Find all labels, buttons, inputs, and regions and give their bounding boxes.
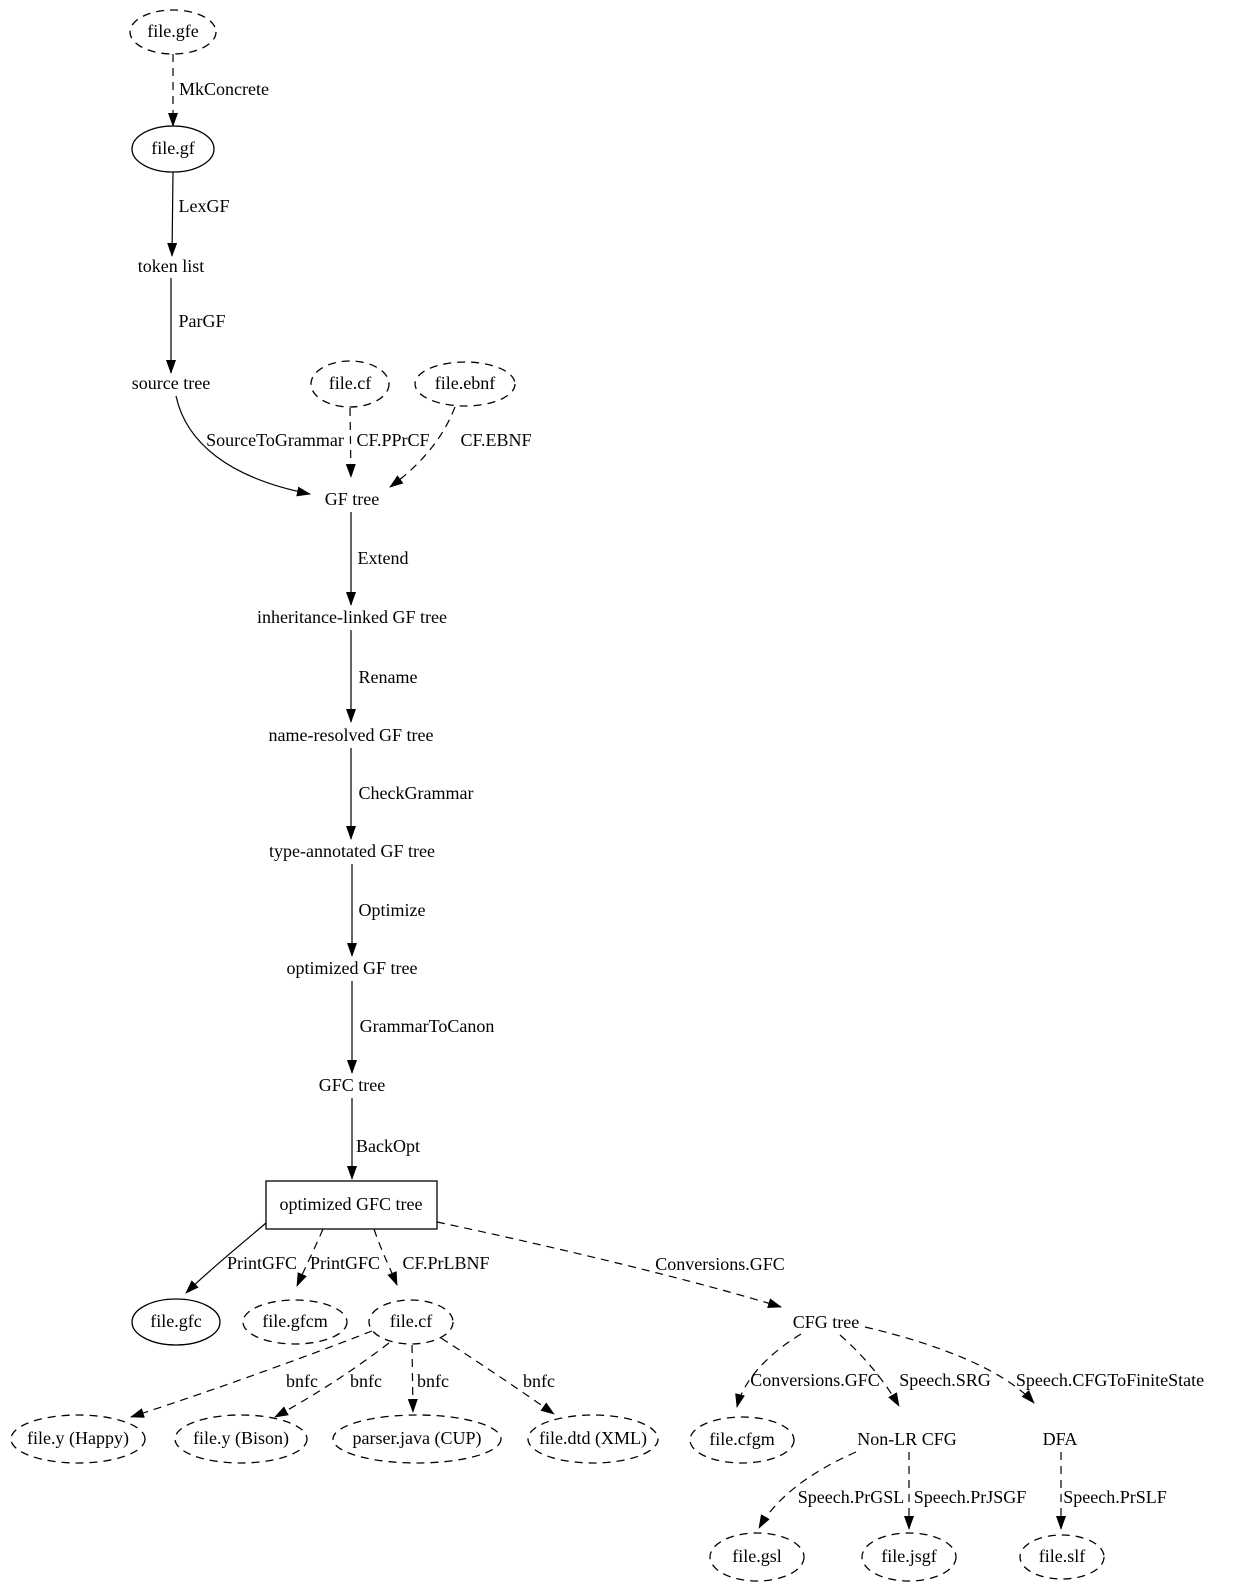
edge-file-gf-to-token-list — [167, 171, 178, 257]
edge-label-cf-ebnf: CF.EBNF — [460, 430, 532, 451]
edge-label-printgfc-2: PrintGFC — [309, 1253, 381, 1274]
node-token-list: token list — [137, 256, 205, 277]
node-gfc-tree: GFC tree — [318, 1075, 386, 1096]
node-file-slf: file.slf — [1038, 1546, 1086, 1567]
edge-box-to-file-cf-bottom — [373, 1228, 398, 1286]
node-file-gsl: file.gsl — [732, 1546, 782, 1567]
node-parser-java-cup: parser.java (CUP) — [352, 1428, 482, 1449]
edge-label-bnfc-3: bnfc — [417, 1371, 449, 1392]
edge-file-cf-top-to-gf-tree — [345, 407, 356, 478]
edge-cfg-tree-to-dfa — [864, 1326, 1035, 1404]
node-shape-file-y-happy — [10, 1414, 146, 1464]
node-shape-file-cf-top — [310, 360, 390, 408]
edge-label-speech-prgsl: Speech.PrGSL — [797, 1487, 905, 1508]
node-file-dtd-xml: file.dtd (XML) — [539, 1428, 647, 1449]
edge-file-cf-to-parser-java-cup — [407, 1344, 418, 1413]
edge-label-speech-prjsgf: Speech.PrJSGF — [913, 1487, 1027, 1508]
edge-label-cf-prlbnf: CF.PrLBNF — [402, 1253, 490, 1274]
node-shape-file-gfcm — [242, 1299, 348, 1345]
edge-label-sourcetogrammar: SourceToGrammar — [206, 430, 344, 451]
edge-label-checkgrammar: CheckGrammar — [358, 783, 474, 804]
edge-label-rename: Rename — [358, 667, 418, 688]
node-shape-file-dtd-xml — [527, 1414, 659, 1464]
edge-label-mkconcrete: MkConcrete — [179, 79, 269, 100]
edge-cfg-tree-to-non-lr-cfg — [839, 1334, 900, 1407]
node-shape-file-cf-bottom — [368, 1299, 454, 1345]
node-shape-file-jsgf — [861, 1532, 957, 1582]
edge-label-bnfc-2: bnfc — [350, 1371, 382, 1392]
edge-label-grammartocanon: GrammarToCanon — [359, 1016, 495, 1037]
node-name-resolved-gf-tree: name-resolved GF tree — [268, 725, 434, 746]
edge-label-bnfc-1: bnfc — [286, 1371, 318, 1392]
edge-source-tree-to-gf-tree — [175, 395, 311, 497]
edge-label-bnfc-4: bnfc — [523, 1371, 555, 1392]
node-file-gfc: file.gfc — [150, 1311, 202, 1332]
node-type-annotated-gf-tree: type-annotated GF tree — [269, 841, 435, 862]
node-cfg-tree: CFG tree — [792, 1312, 860, 1333]
node-non-lr-cfg: Non-LR CFG — [857, 1429, 957, 1450]
edge-label-speech-srg: Speech.SRG — [899, 1370, 991, 1391]
node-file-cf-bottom: file.cf — [389, 1311, 433, 1332]
node-file-cfgm: file.cfgm — [709, 1429, 775, 1450]
node-file-gfcm: file.gfcm — [262, 1311, 328, 1332]
node-shape-file-cfgm — [689, 1416, 795, 1464]
node-file-cf-top: file.cf — [328, 373, 372, 394]
edge-label-conversions-gfc-1: Conversions.GFC — [655, 1254, 785, 1275]
node-inheritance-linked-gf-tree: inheritance-linked GF tree — [257, 607, 447, 628]
node-shape-file-slf — [1019, 1534, 1105, 1580]
edge-label-conversions-gfc-2: Conversions.GFC — [750, 1370, 880, 1391]
node-dfa: DFA — [1042, 1429, 1078, 1450]
node-shape-file-y-bison — [174, 1414, 308, 1464]
edge-file-cf-to-file-dtd-xml — [440, 1337, 555, 1415]
edge-label-cf-pprcf: CF.PPrCF — [356, 430, 430, 451]
edge-label-speech-cfgtofinitestate: Speech.CFGToFiniteState — [1015, 1370, 1205, 1391]
node-file-y-happy: file.y (Happy) — [27, 1428, 129, 1449]
edge-label-printgfc-1: PrintGFC — [226, 1253, 298, 1274]
node-shape-optimized-gfc-tree — [265, 1180, 438, 1230]
edge-file-cf-to-file-y-happy — [130, 1330, 373, 1418]
node-shape-file-gfe — [129, 9, 217, 55]
edge-label-backopt: BackOpt — [356, 1136, 420, 1157]
edge-box-to-file-gfc — [185, 1222, 267, 1294]
edge-box-to-file-gfcm — [296, 1228, 324, 1287]
edge-label-pargf: ParGF — [178, 311, 226, 332]
node-source-tree: source tree — [131, 373, 211, 394]
edge-cfg-tree-to-file-cfgm — [735, 1333, 802, 1408]
node-gf-tree: GF tree — [324, 489, 380, 510]
node-shape-file-gfc — [131, 1298, 221, 1346]
edge-label-speech-prslf: Speech.PrSLF — [1063, 1487, 1167, 1508]
node-file-ebnf: file.ebnf — [434, 373, 496, 394]
edge-non-lr-cfg-to-file-gsl — [758, 1451, 857, 1529]
node-shape-file-gsl — [709, 1532, 805, 1582]
node-optimized-gfc-tree: optimized GFC tree — [279, 1194, 423, 1215]
node-optimized-gf-tree: optimized GF tree — [286, 958, 418, 979]
node-file-y-bison: file.y (Bison) — [193, 1428, 289, 1449]
edge-label-lexgf: LexGF — [178, 196, 230, 217]
node-file-gf: file.gf — [151, 138, 195, 159]
node-file-gfe: file.gfe — [147, 21, 199, 42]
node-shape-parser-java-cup — [332, 1414, 502, 1464]
node-file-jsgf: file.jsgf — [881, 1546, 937, 1567]
edge-label-optimize: Optimize — [358, 900, 426, 921]
node-shape-file-ebnf — [414, 361, 516, 407]
edge-file-cf-to-file-y-bison — [274, 1342, 390, 1418]
edge-label-extend: Extend — [357, 548, 409, 569]
